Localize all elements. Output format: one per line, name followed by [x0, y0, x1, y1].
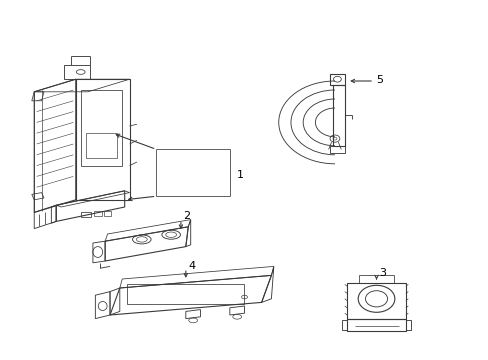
Bar — [103, 211, 111, 216]
Text: 5: 5 — [376, 75, 383, 85]
Bar — [81, 90, 122, 166]
Bar — [94, 211, 102, 216]
Text: 2: 2 — [183, 211, 190, 221]
Bar — [85, 133, 117, 158]
Bar — [81, 212, 91, 217]
Text: 4: 4 — [188, 261, 195, 271]
Bar — [127, 284, 244, 304]
Text: 3: 3 — [378, 268, 385, 278]
Text: 1: 1 — [237, 170, 244, 180]
